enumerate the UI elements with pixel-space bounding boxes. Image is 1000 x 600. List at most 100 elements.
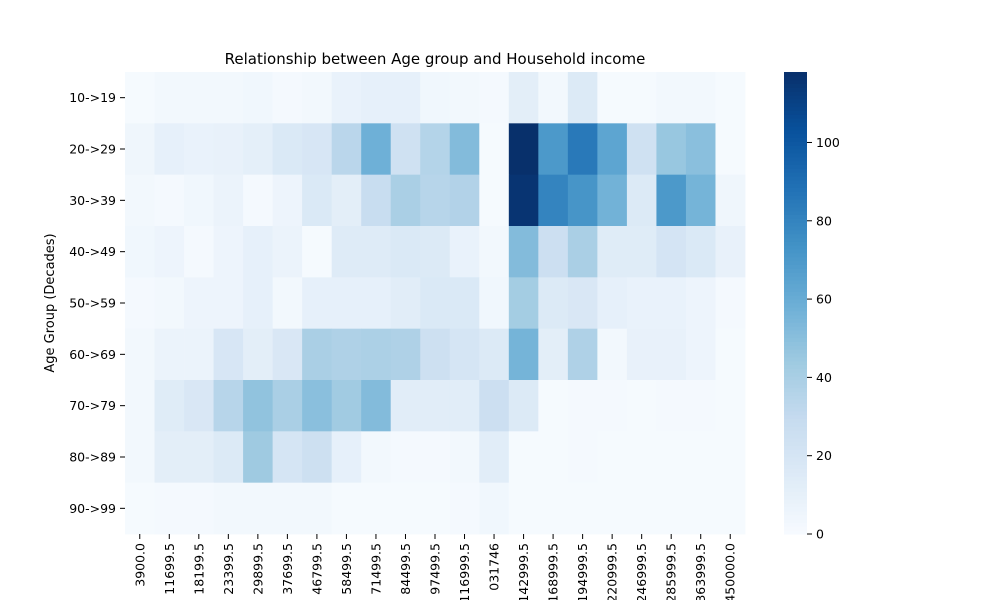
x-tick-label: 142999.5	[516, 543, 531, 600]
y-tick-label: 80->89	[69, 450, 116, 465]
heatmap-cell	[302, 431, 333, 484]
colorbar-segment	[784, 287, 807, 292]
colorbar-segment	[784, 487, 807, 493]
colorbar-tick-label: 0	[816, 527, 824, 542]
heatmap-cell	[390, 482, 421, 535]
colorbar-segment	[784, 252, 807, 258]
heatmap-cell	[449, 328, 480, 381]
colorbar-segment	[784, 149, 807, 154]
heatmap-cell	[715, 123, 746, 176]
colorbar-segment	[784, 437, 807, 443]
heatmap-cell	[420, 277, 451, 330]
heatmap-cell	[538, 226, 569, 278]
colorbar-segment	[784, 283, 807, 289]
heatmap-cell	[243, 431, 274, 484]
colorbar-segment	[784, 164, 807, 169]
colorbar-segment	[784, 264, 807, 269]
colorbar-segment	[784, 160, 807, 165]
heatmap-cell	[154, 226, 185, 278]
heatmap-cell	[213, 226, 244, 278]
colorbar-segment	[784, 406, 807, 412]
heatmap-cell	[626, 226, 657, 278]
heatmap-cell	[184, 328, 214, 381]
colorbar-segment	[784, 414, 807, 419]
heatmap-cell	[685, 380, 716, 432]
colorbar-segment	[784, 79, 807, 85]
heatmap-cell	[390, 123, 421, 176]
colorbar-segment	[784, 507, 807, 512]
heatmap-cell	[420, 380, 451, 432]
colorbar: 0 20 40 60 80 100	[784, 72, 840, 542]
heatmap-cell	[272, 482, 303, 535]
colorbar-segment	[784, 380, 807, 385]
heatmap-cell	[390, 72, 421, 124]
heatmap-cell	[567, 226, 598, 278]
y-tick-label: 90->99	[69, 501, 116, 516]
y-tick-label: 30->39	[69, 193, 116, 208]
colorbar-segment	[784, 314, 807, 319]
x-tick-label: 71499.5	[368, 543, 383, 595]
colorbar-segment	[784, 210, 807, 215]
heatmap-cell	[154, 482, 185, 535]
x-tick-label: 194999.5	[575, 543, 590, 600]
colorbar-segment	[784, 376, 807, 381]
colorbar-segment	[784, 445, 807, 450]
heatmap-cell	[243, 226, 274, 278]
heatmap-cell	[626, 380, 657, 432]
colorbar-tick-label: 20	[816, 448, 832, 463]
heatmap-cell	[184, 380, 214, 432]
heatmap-cell	[154, 431, 185, 484]
heatmap-cell	[567, 123, 598, 176]
colorbar-segment	[784, 387, 807, 393]
heatmap-cell	[302, 328, 333, 381]
colorbar-segment	[784, 191, 807, 196]
colorbar-segment	[784, 102, 807, 108]
heatmap-cell	[567, 431, 598, 484]
heatmap-cell	[479, 123, 510, 176]
heatmap-cell	[154, 123, 185, 176]
heatmap-cell	[538, 482, 569, 535]
heatmap-cell	[626, 174, 657, 227]
colorbar-segment	[784, 514, 807, 520]
heatmap-cell	[154, 72, 185, 124]
colorbar-segment	[784, 483, 807, 489]
colorbar-segment	[784, 114, 807, 119]
heatmap-cell	[449, 277, 480, 330]
x-tick-label: 11699.5	[162, 543, 177, 595]
heatmap-cell	[626, 482, 657, 535]
x-tick-label: 285999.5	[664, 543, 679, 600]
heatmap-cell	[597, 277, 628, 330]
colorbar-segment	[784, 152, 807, 158]
colorbar-segment	[784, 499, 807, 504]
x-tick-label: 3900.0	[132, 543, 147, 587]
colorbar-segment	[784, 172, 807, 177]
heatmap-cell	[361, 123, 392, 176]
colorbar-segment	[784, 187, 807, 192]
heatmap-cell	[213, 174, 244, 227]
heatmap-cell	[272, 226, 303, 278]
heatmap-cell	[420, 482, 451, 535]
colorbar-segment	[784, 522, 807, 527]
heatmap-cell	[449, 226, 480, 278]
heatmap-cell	[715, 174, 746, 227]
heatmap-cell	[125, 174, 155, 227]
colorbar-segment	[784, 383, 807, 389]
colorbar-tick-label: 80	[816, 213, 832, 228]
heatmap-cell	[685, 123, 716, 176]
heatmap-cell	[361, 226, 392, 278]
heatmap-cell	[243, 380, 274, 432]
colorbar-segment	[784, 491, 807, 496]
heatmap-cell	[567, 482, 598, 535]
heatmap-cell	[597, 174, 628, 227]
heatmap-cell	[508, 482, 539, 535]
heatmap-cell	[420, 226, 451, 278]
heatmap-cell	[331, 226, 362, 278]
colorbar-segment	[784, 441, 807, 446]
heatmap-cell	[154, 277, 185, 330]
heatmap-cell	[567, 174, 598, 227]
heatmap-cell	[302, 277, 333, 330]
colorbar-segment	[784, 333, 807, 339]
colorbar-segment	[784, 260, 807, 265]
x-tick-label: 58499.5	[339, 543, 354, 595]
heatmap-cell	[538, 123, 569, 176]
